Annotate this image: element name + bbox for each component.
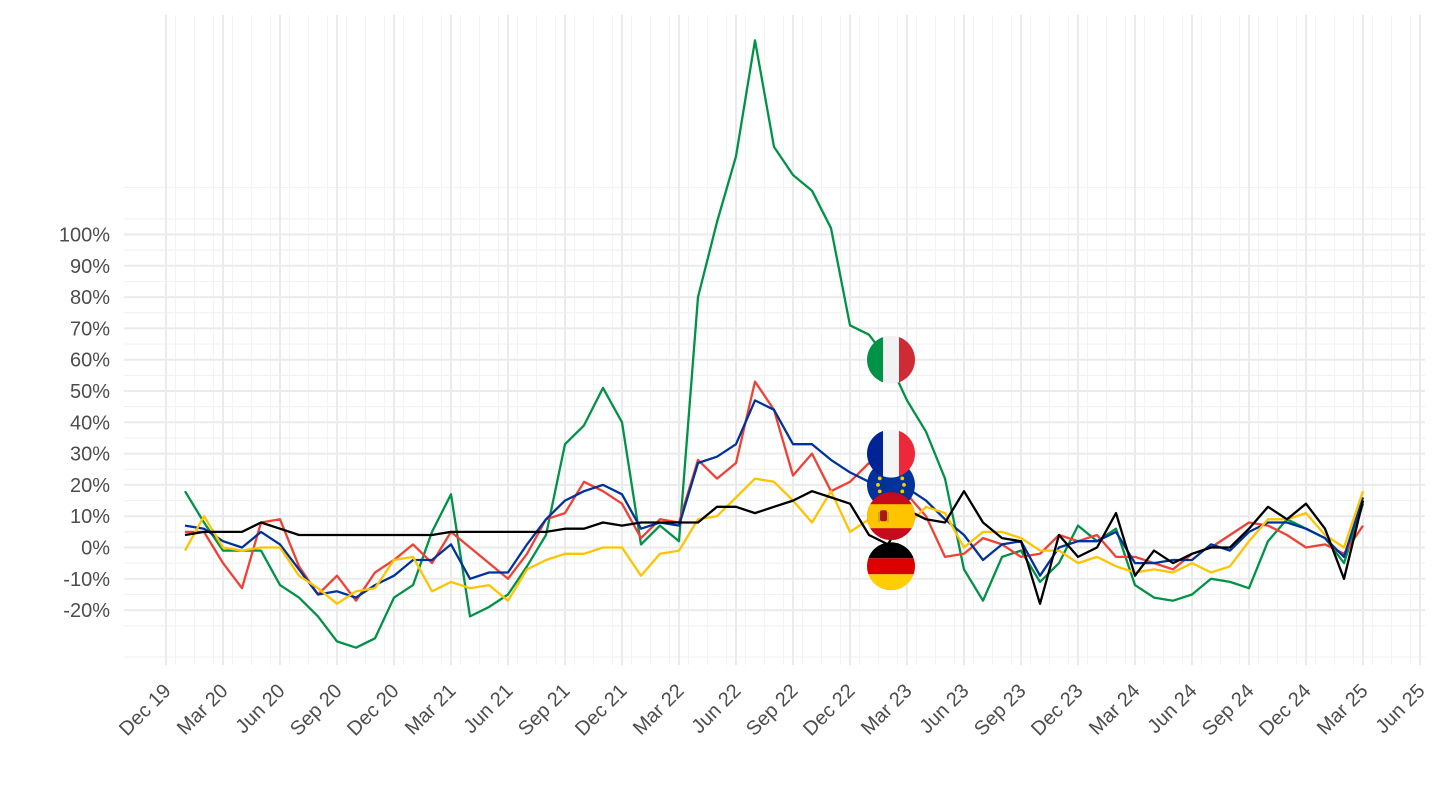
series-line-spain: [183, 477, 1365, 605]
y-axis: -20% -10% 0% 10% 20% 30% 40% 50% 60% 70% 80% 90% 100…: [59, 225, 110, 623]
series-line-eu: [184, 399, 1365, 599]
x-tick-label: Dec 22: [799, 680, 859, 740]
y-tick-label: -20%: [63, 600, 110, 622]
x-tick-label: Jun 23: [916, 680, 974, 738]
y-tick-label: 30%: [70, 444, 110, 466]
grid-major: [124, 15, 1425, 665]
x-tick-label: Mar 23: [857, 680, 917, 740]
y-tick-label: 20%: [70, 475, 110, 497]
x-tick-label: Sep 20: [286, 680, 346, 740]
x-tick-label: Sep 24: [1198, 680, 1258, 740]
x-tick-label: Sep 21: [514, 680, 574, 740]
x-tick-label: Mar 25: [1313, 680, 1373, 740]
x-tick-label: Jun 24: [1144, 680, 1202, 738]
x-tick-label: Jun 20: [232, 680, 290, 738]
x-tick-label: Jun 21: [460, 680, 518, 738]
flag-markers: [867, 335, 915, 591]
y-tick-label: 50%: [70, 381, 110, 403]
y-tick-label: 10%: [70, 506, 110, 528]
series-line-france: [185, 380, 1364, 602]
x-tick-label: Dec 20: [343, 680, 403, 740]
x-tick-label: Mar 21: [401, 680, 461, 740]
x-tick-label: Dec 23: [1027, 680, 1087, 740]
y-tick-label: 70%: [70, 318, 110, 340]
x-tick-label: Jun 25: [1372, 680, 1430, 738]
x-tick-label: Dec 21: [571, 680, 631, 740]
y-tick-label: 90%: [70, 256, 110, 278]
italy-flag: [867, 335, 915, 384]
series-lines: [183, 39, 1365, 649]
series-line-italy: [184, 39, 1365, 649]
france-flag: [867, 429, 915, 478]
series-line-germany: [184, 490, 1365, 605]
x-tick-label: Dec 19: [115, 680, 175, 740]
y-tick-label: 100%: [59, 225, 110, 247]
y-tick-label: 60%: [70, 350, 110, 372]
x-tick-label: Sep 22: [742, 680, 802, 740]
y-tick-label: 80%: [70, 287, 110, 309]
x-tick-label: Sep 23: [970, 680, 1030, 740]
x-tick-label: Mar 20: [173, 680, 233, 740]
spain-flag: [867, 492, 915, 541]
y-tick-label: 40%: [70, 412, 110, 434]
x-tick-label: Mar 22: [629, 680, 689, 740]
x-tick-label: Mar 24: [1085, 680, 1145, 740]
x-tick-label: Dec 24: [1255, 680, 1315, 740]
y-tick-label: -10%: [63, 569, 110, 591]
x-tick-label: Jun 22: [688, 680, 746, 738]
y-tick-label: 0%: [81, 538, 110, 560]
germany-flag: [867, 542, 915, 591]
